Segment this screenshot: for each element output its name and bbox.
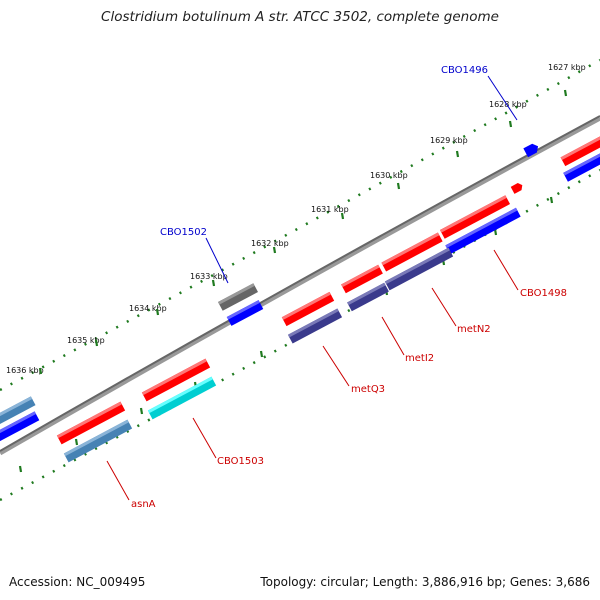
callout-labels: CBO1496 CBO1502 CBO1498 metN2 metI2 metQ… — [131, 65, 567, 510]
callout-label-asna: asnA — [131, 499, 156, 510]
inner-tick-ring — [0, 168, 600, 502]
gene-red-1 — [281, 291, 335, 327]
tick-label: 1635 kbp — [67, 336, 105, 345]
callout-label-cbo1502: CBO1502 — [160, 227, 207, 238]
page-title: Clostridium botulinum A str. ATCC 3502, … — [101, 9, 499, 25]
gene-red-4 — [439, 195, 511, 239]
tick-labels: 1627 kbp 1628 kbp 1629 kbp 1630 kbp 1631… — [6, 63, 586, 375]
outer-tick-ring — [0, 58, 600, 392]
gene-cbo1503 — [147, 376, 217, 420]
gene-blue-1634 — [226, 300, 264, 326]
callout-label-cbo1496: CBO1496 — [441, 65, 488, 76]
gene-metn2 — [384, 247, 454, 291]
genome-summary: Topology: circular; Length: 3,886,916 bp… — [260, 575, 590, 589]
callout-label-cbo1498: CBO1498 — [520, 288, 567, 299]
gene-red-7 — [56, 401, 126, 445]
gene-metq3 — [287, 308, 343, 344]
tick-label: 1632 kbp — [251, 239, 289, 248]
gene-red-5 — [560, 133, 600, 167]
gene-asna — [63, 419, 133, 463]
tick-label: 1636 kbp — [6, 366, 44, 375]
tick-label: 1633 kbp — [190, 272, 228, 281]
gene-cbo1496 — [523, 143, 539, 158]
gene-cbo1498 — [445, 207, 521, 255]
gene-blue-right — [563, 152, 600, 182]
tick-label: 1630 kbp — [370, 171, 408, 180]
callout-label-meti2: metI2 — [405, 353, 434, 364]
gene-red-2 — [341, 264, 383, 294]
tick-label: 1628 kbp — [489, 100, 527, 109]
gene-meti2 — [347, 282, 389, 312]
gene-red-6 — [141, 358, 211, 402]
callout-label-metq3: metQ3 — [351, 384, 385, 395]
callout-leaders — [106, 75, 519, 501]
gene-left-rna — [0, 396, 36, 428]
callout-label-metn2: metN2 — [457, 324, 491, 335]
gene-cbo1502 — [217, 283, 259, 311]
tick-label: 1627 kbp — [548, 63, 586, 72]
backbone — [0, 115, 600, 456]
gene-red-3 — [381, 232, 443, 272]
major-ticks — [18, 89, 568, 473]
gene-features — [0, 133, 600, 463]
tick-label: 1629 kbp — [430, 136, 468, 145]
accession-label: Accession: NC_009495 — [9, 575, 146, 589]
callout-label-cbo1503: CBO1503 — [217, 456, 264, 467]
tick-label: 1634 kbp — [129, 304, 167, 313]
gene-left-blue — [0, 411, 40, 445]
gene-red-small — [510, 183, 523, 194]
tick-label: 1631 kbp — [311, 205, 349, 214]
